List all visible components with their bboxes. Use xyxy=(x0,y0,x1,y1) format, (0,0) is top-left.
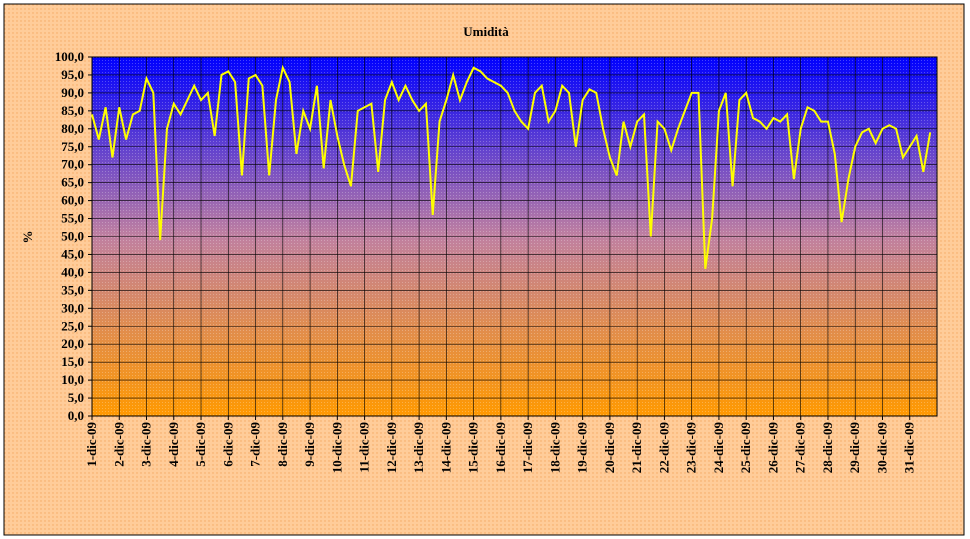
y-tick-label: 50,0 xyxy=(61,229,84,244)
x-tick-label: 2-dic-09 xyxy=(111,422,126,467)
x-tick-label: 9-dic-09 xyxy=(302,422,317,467)
y-tick-label: 10,0 xyxy=(61,372,84,387)
y-tick-label: 20,0 xyxy=(61,336,84,351)
x-tick-label: 5-dic-09 xyxy=(193,422,208,467)
y-tick-label: 15,0 xyxy=(61,354,84,369)
data-line xyxy=(91,64,932,269)
y-tick-label: 5,0 xyxy=(68,390,84,405)
x-tick-label: 17-dic-09 xyxy=(520,422,535,474)
y-tick-label: 70,0 xyxy=(61,157,84,172)
x-tick-label: 10-dic-09 xyxy=(329,422,344,474)
x-tick-label: 7-dic-09 xyxy=(248,422,263,467)
x-tick-label: 1-dic-09 xyxy=(84,422,99,467)
x-tick-label: 18-dic-09 xyxy=(547,422,562,474)
x-tick-label: 6-dic-09 xyxy=(220,422,235,467)
x-tick-label: 15-dic-09 xyxy=(466,422,481,474)
x-tick-label: 14-dic-09 xyxy=(438,422,453,474)
y-tick-label: 100,0 xyxy=(55,49,84,64)
y-tick-label: 0,0 xyxy=(68,408,84,423)
y-tick-label: 25,0 xyxy=(61,318,84,333)
y-tick-label: 55,0 xyxy=(61,211,84,226)
y-tick-label: 65,0 xyxy=(61,175,84,190)
x-tick-label: 22-dic-09 xyxy=(656,422,671,474)
x-tick-label: 29-dic-09 xyxy=(847,422,862,474)
y-tick-label: 45,0 xyxy=(61,246,84,261)
x-tick-label: 12-dic-09 xyxy=(384,422,399,474)
x-tick-label: 23-dic-09 xyxy=(684,422,699,474)
y-tick-label: 60,0 xyxy=(61,193,84,208)
x-tick-label: 4-dic-09 xyxy=(166,422,181,467)
x-tick-label: 21-dic-09 xyxy=(629,422,644,474)
y-tick-label: 95,0 xyxy=(61,67,84,82)
y-axis-label: % xyxy=(20,231,35,244)
y-tick-label: 90,0 xyxy=(61,85,84,100)
plot-border xyxy=(91,56,938,417)
x-tick-label: 24-dic-09 xyxy=(711,422,726,474)
x-tick-label: 28-dic-09 xyxy=(820,422,835,474)
x-tick-label: 16-dic-09 xyxy=(493,422,508,474)
x-tick-label: 13-dic-09 xyxy=(411,422,426,474)
y-tick-label: 80,0 xyxy=(61,121,84,136)
x-tick-label: 27-dic-09 xyxy=(793,422,808,474)
y-tick-label: 35,0 xyxy=(61,282,84,297)
chart-title: Umidità xyxy=(463,24,509,39)
y-tick-label: 85,0 xyxy=(61,103,84,118)
x-tick-label: 8-dic-09 xyxy=(275,422,290,467)
y-tick-label: 75,0 xyxy=(61,139,84,154)
x-tick-label: 26-dic-09 xyxy=(765,422,780,474)
y-tick-label: 30,0 xyxy=(61,300,84,315)
x-tick-label: 31-dic-09 xyxy=(902,422,917,474)
x-tick-label: 11-dic-09 xyxy=(357,422,372,473)
x-tick-label: 19-dic-09 xyxy=(575,422,590,474)
x-tick-label: 30-dic-09 xyxy=(874,422,889,474)
x-tick-label: 3-dic-09 xyxy=(139,422,154,467)
x-tick-label: 20-dic-09 xyxy=(602,422,617,474)
y-tick-label: 40,0 xyxy=(61,264,84,279)
x-tick-label: 25-dic-09 xyxy=(738,422,753,474)
